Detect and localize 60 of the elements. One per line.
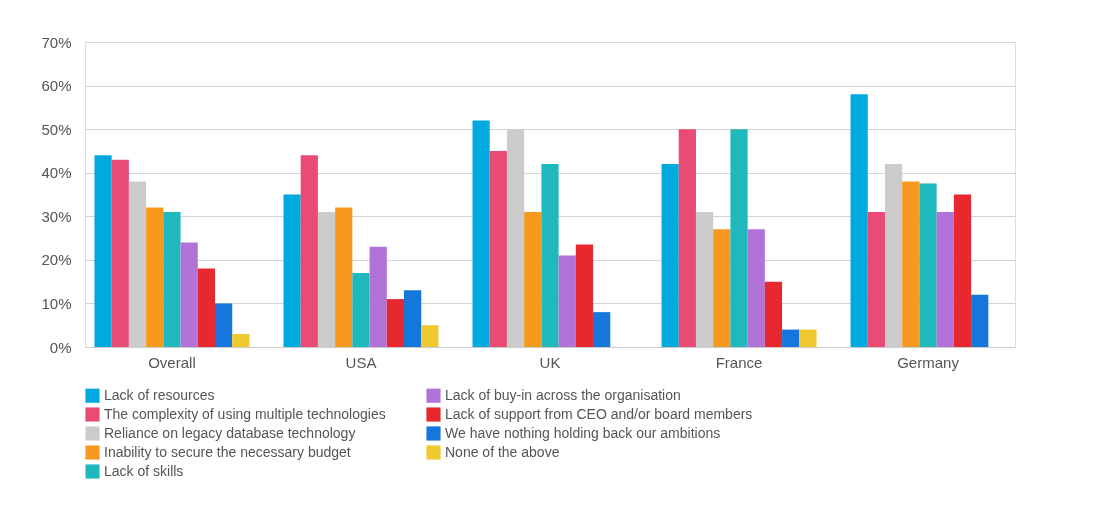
y-tick-label: 40% bbox=[41, 164, 72, 182]
legend-label: Inability to secure the necessary budget bbox=[104, 443, 351, 460]
bar bbox=[713, 229, 731, 347]
bar bbox=[472, 120, 490, 347]
bar bbox=[352, 272, 370, 347]
bar bbox=[180, 242, 198, 347]
y-tick-label: 0% bbox=[49, 338, 72, 356]
bar bbox=[730, 129, 748, 347]
y-tick-label: 60% bbox=[41, 77, 72, 95]
bar bbox=[902, 181, 920, 347]
bar bbox=[335, 207, 353, 347]
bar bbox=[94, 155, 112, 347]
bar bbox=[678, 129, 696, 347]
bar bbox=[283, 194, 301, 347]
bar bbox=[971, 294, 989, 347]
bar bbox=[936, 211, 954, 347]
bar bbox=[782, 329, 800, 347]
bar bbox=[919, 183, 937, 347]
y-tick-label: 70% bbox=[41, 33, 72, 51]
legend-label: None of the above bbox=[445, 443, 560, 460]
y-tick-label: 50% bbox=[41, 120, 72, 138]
x-tick-label: USA bbox=[345, 353, 377, 371]
bar bbox=[146, 207, 164, 347]
bar bbox=[369, 246, 387, 347]
bar bbox=[163, 211, 181, 347]
legend-label: Lack of skills bbox=[104, 462, 184, 479]
legend-label: Lack of support from CEO and/or board members bbox=[445, 405, 753, 422]
bar bbox=[747, 229, 765, 347]
y-tick-label: 10% bbox=[41, 294, 72, 312]
bar bbox=[764, 281, 783, 347]
bar bbox=[386, 299, 405, 347]
bar bbox=[421, 325, 439, 347]
legend-label: The complexity of using multiple technologies bbox=[104, 405, 386, 422]
bar bbox=[661, 164, 679, 347]
x-tick-label: France bbox=[715, 353, 763, 371]
legend-label: We have nothing holding back our ambitions bbox=[445, 424, 721, 441]
legend-label: Lack of buy-in across the organisation bbox=[445, 386, 681, 403]
bar bbox=[541, 164, 559, 347]
bar bbox=[953, 194, 972, 347]
bar bbox=[111, 159, 129, 347]
bar bbox=[489, 150, 507, 347]
y-tick-label: 20% bbox=[41, 251, 72, 269]
bar bbox=[575, 244, 594, 347]
legend-label: Reliance on legacy database technology bbox=[104, 424, 356, 441]
bar bbox=[799, 329, 817, 347]
bar bbox=[215, 303, 233, 347]
bar bbox=[558, 255, 576, 347]
bar bbox=[524, 211, 542, 347]
bar bbox=[404, 290, 422, 347]
x-tick-label: Overall bbox=[148, 353, 196, 371]
bar bbox=[593, 312, 611, 347]
legend-label: Lack of resources bbox=[104, 386, 215, 403]
x-tick-label: UK bbox=[539, 353, 561, 371]
x-tick-label: Germany bbox=[897, 353, 960, 371]
bar bbox=[197, 268, 216, 347]
bar bbox=[867, 211, 885, 347]
bar bbox=[850, 94, 868, 347]
bar bbox=[300, 155, 318, 347]
y-tick-label: 30% bbox=[41, 207, 72, 225]
bar bbox=[232, 333, 250, 347]
